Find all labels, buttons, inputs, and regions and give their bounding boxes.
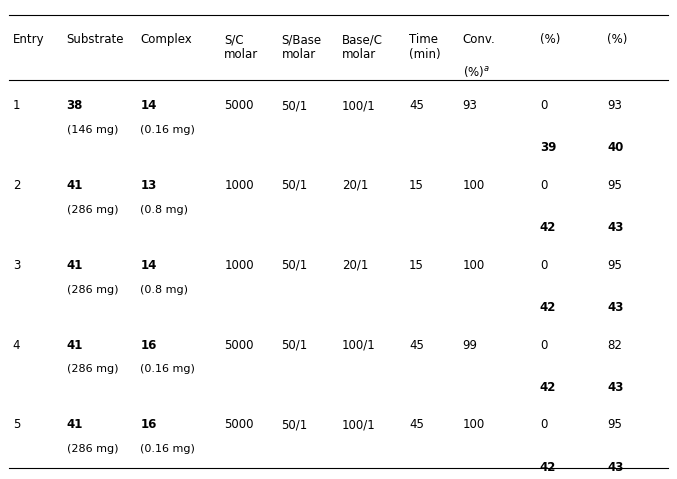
Text: 15: 15: [409, 179, 424, 192]
Text: 0: 0: [540, 339, 547, 352]
Text: 5000: 5000: [224, 339, 254, 352]
Text: 42: 42: [540, 221, 556, 234]
Text: 38: 38: [66, 99, 83, 112]
Text: 0: 0: [540, 259, 547, 272]
Text: Time
(min): Time (min): [409, 34, 441, 61]
Text: (286 mg): (286 mg): [66, 444, 118, 454]
Text: 43: 43: [607, 461, 624, 474]
Text: 13: 13: [140, 179, 156, 192]
Text: 20/1: 20/1: [342, 259, 368, 272]
Text: (%): (%): [540, 34, 561, 46]
Text: Substrate: Substrate: [66, 34, 124, 46]
Text: 43: 43: [607, 221, 624, 234]
Text: 42: 42: [540, 461, 556, 474]
Text: 50/1: 50/1: [282, 259, 307, 272]
Text: (%): (%): [607, 34, 628, 46]
Text: 0: 0: [540, 99, 547, 112]
Text: 0: 0: [540, 419, 547, 432]
Text: 99: 99: [462, 339, 478, 352]
Text: Complex: Complex: [140, 34, 192, 46]
Text: 95: 95: [607, 259, 622, 272]
Text: 42: 42: [540, 301, 556, 314]
Text: 40: 40: [607, 141, 624, 154]
Text: 39: 39: [540, 141, 556, 154]
Text: 16: 16: [140, 419, 157, 432]
Text: 95: 95: [607, 419, 622, 432]
Text: 0: 0: [540, 179, 547, 192]
Text: S/Base
molar: S/Base molar: [282, 34, 322, 61]
Text: 50/1: 50/1: [282, 179, 307, 192]
Text: 43: 43: [607, 381, 624, 394]
Text: 93: 93: [607, 99, 622, 112]
Text: (286 mg): (286 mg): [66, 205, 118, 215]
Text: 3: 3: [13, 259, 20, 272]
Text: (146 mg): (146 mg): [66, 125, 118, 135]
Text: Entry: Entry: [13, 34, 45, 46]
Text: (0.16 mg): (0.16 mg): [140, 365, 195, 375]
Text: 45: 45: [409, 419, 424, 432]
Text: (286 mg): (286 mg): [66, 365, 118, 375]
Text: (0.8 mg): (0.8 mg): [140, 205, 188, 215]
Text: 50/1: 50/1: [282, 419, 307, 432]
Text: 100/1: 100/1: [342, 99, 376, 112]
Text: 50/1: 50/1: [282, 99, 307, 112]
Text: 15: 15: [409, 259, 424, 272]
Text: 5000: 5000: [224, 419, 254, 432]
Text: 82: 82: [607, 339, 622, 352]
Text: 42: 42: [540, 381, 556, 394]
Text: 41: 41: [66, 419, 83, 432]
Text: 100: 100: [462, 259, 485, 272]
Text: 41: 41: [66, 339, 83, 352]
Text: 41: 41: [66, 259, 83, 272]
Text: 16: 16: [140, 339, 157, 352]
Text: 43: 43: [607, 301, 624, 314]
Text: 1000: 1000: [224, 259, 254, 272]
Text: (0.16 mg): (0.16 mg): [140, 444, 195, 454]
Text: (0.8 mg): (0.8 mg): [140, 285, 188, 295]
Text: 5: 5: [13, 419, 20, 432]
Text: 45: 45: [409, 339, 424, 352]
Text: 14: 14: [140, 99, 157, 112]
Text: 95: 95: [607, 179, 622, 192]
Text: 93: 93: [462, 99, 477, 112]
Text: (0.16 mg): (0.16 mg): [140, 125, 195, 135]
Text: 100: 100: [462, 419, 485, 432]
Text: 100/1: 100/1: [342, 339, 376, 352]
Text: 1000: 1000: [224, 179, 254, 192]
Text: S/C
molar: S/C molar: [224, 34, 259, 61]
Text: 100/1: 100/1: [342, 419, 376, 432]
Text: 2: 2: [13, 179, 20, 192]
Text: 45: 45: [409, 99, 424, 112]
Text: 5000: 5000: [224, 99, 254, 112]
Text: (286 mg): (286 mg): [66, 285, 118, 295]
Text: 4: 4: [13, 339, 20, 352]
Text: 1: 1: [13, 99, 20, 112]
Text: 50/1: 50/1: [282, 339, 307, 352]
Text: 100: 100: [462, 179, 485, 192]
Text: 41: 41: [66, 179, 83, 192]
Text: Base/C
molar: Base/C molar: [342, 34, 383, 61]
Text: 20/1: 20/1: [342, 179, 368, 192]
Text: Conv.

(%)$^a$: Conv. (%)$^a$: [462, 34, 496, 79]
Text: 14: 14: [140, 259, 157, 272]
